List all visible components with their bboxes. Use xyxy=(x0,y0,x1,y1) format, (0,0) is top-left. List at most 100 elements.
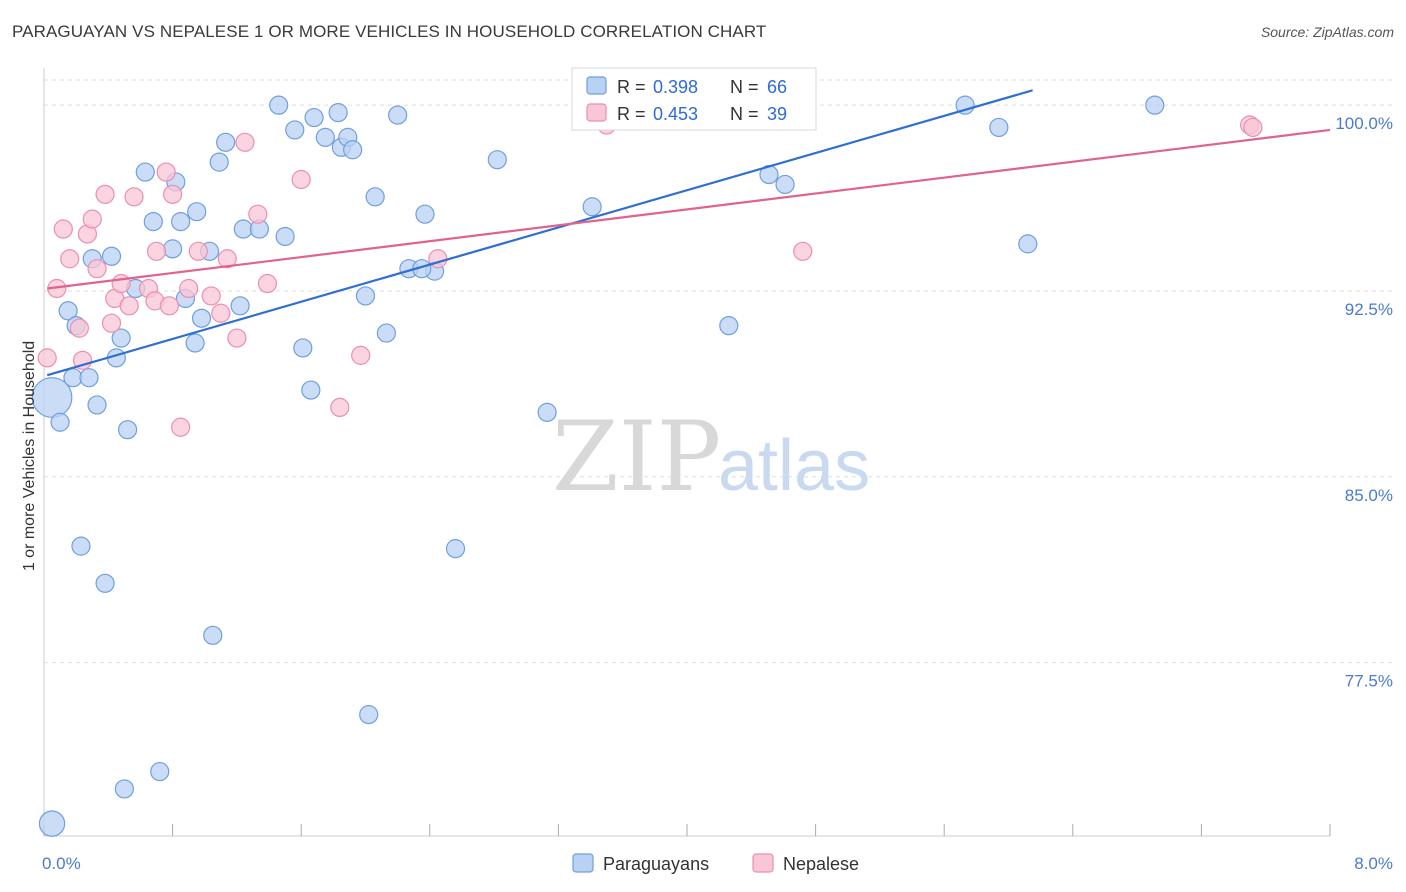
point-paraguayans-49 xyxy=(415,204,435,224)
legend-r-label-nepalese: R = xyxy=(617,104,646,124)
point-paraguayans-30 xyxy=(233,219,253,239)
point-paraguayans-32 xyxy=(269,95,289,115)
point-paraguayans-26 xyxy=(203,625,223,645)
point-paraguayans-10 xyxy=(95,573,115,593)
gridlines xyxy=(44,79,1392,664)
bottom-legend-swatch-paraguayans xyxy=(572,853,594,873)
point-paraguayans-54 xyxy=(582,197,602,217)
point-nepalese-30 xyxy=(257,273,278,294)
point-nepalese-24 xyxy=(201,286,221,306)
point-nepalese-21 xyxy=(171,417,191,437)
point-paraguayans-42 xyxy=(343,140,363,160)
legend-n-value-nepalese: 39 xyxy=(767,104,787,124)
point-nepalese-0 xyxy=(37,348,57,368)
point-paraguayans-14 xyxy=(117,420,138,440)
point-paraguayans-47 xyxy=(388,105,408,125)
point-paraguayans-1 xyxy=(38,810,66,837)
point-paraguayans-27 xyxy=(209,152,229,172)
point-paraguayans-53 xyxy=(537,402,557,422)
point-paraguayans-59 xyxy=(955,95,975,115)
point-nepalese-18 xyxy=(156,162,176,182)
point-nepalese-32 xyxy=(330,397,350,418)
point-paraguayans-6 xyxy=(71,536,91,556)
legend-r-label-paraguayans: R = xyxy=(617,77,646,97)
point-paraguayans-56 xyxy=(719,316,739,336)
point-paraguayans-37 xyxy=(304,107,324,128)
point-nepalese-36 xyxy=(793,241,813,261)
point-paraguayans-8 xyxy=(79,368,99,388)
point-paraguayans-62 xyxy=(1145,95,1165,115)
legend-r-value-nepalese: 0.453 xyxy=(653,104,698,124)
legend-box xyxy=(571,67,817,131)
bottom-legend: Paraguayans Nepalese xyxy=(572,853,859,874)
point-paraguayans-40 xyxy=(328,102,348,123)
point-paraguayans-61 xyxy=(1018,234,1038,254)
point-paraguayans-36 xyxy=(301,380,321,400)
point-paraguayans-13 xyxy=(111,328,131,348)
point-nepalese-9 xyxy=(95,184,115,204)
point-nepalese-26 xyxy=(217,249,237,269)
y-tick-label-0: 100.0% xyxy=(1335,114,1393,133)
point-nepalese-10 xyxy=(101,313,122,333)
point-paraguayans-18 xyxy=(163,239,183,259)
point-nepalese-20 xyxy=(163,184,183,204)
point-nepalese-33 xyxy=(351,345,371,365)
bottom-legend-label-paraguayans: Paraguayans xyxy=(603,854,709,874)
point-nepalese-28 xyxy=(235,132,255,152)
point-nepalese-7 xyxy=(82,209,102,229)
point-nepalese-13 xyxy=(119,296,139,316)
point-paraguayans-35 xyxy=(293,338,313,358)
legend-swatch-paraguayans xyxy=(586,76,607,95)
point-paraguayans-24 xyxy=(191,308,212,328)
point-paraguayans-38 xyxy=(315,127,335,147)
point-paraguayans-23 xyxy=(187,202,207,222)
legend-r-value-paraguayans: 0.398 xyxy=(653,77,698,97)
point-paraguayans-52 xyxy=(487,150,507,170)
point-paraguayans-45 xyxy=(365,187,385,207)
y-tick-label-2: 85.0% xyxy=(1345,486,1393,505)
legend-n-label-nepalese: N = xyxy=(730,104,759,124)
point-paraguayans-28 xyxy=(216,132,236,152)
y-tick-label-1: 92.5% xyxy=(1345,300,1393,319)
point-paraguayans-43 xyxy=(355,286,376,306)
point-paraguayans-58 xyxy=(775,174,795,195)
point-paraguayans-46 xyxy=(376,323,396,343)
chart-title: PARAGUAYAN VS NEPALESE 1 OR MORE VEHICLE… xyxy=(12,22,767,41)
point-nepalese-31 xyxy=(291,169,311,190)
point-nepalese-5 xyxy=(72,350,93,370)
point-nepalese-27 xyxy=(227,328,247,348)
point-paraguayans-4 xyxy=(63,368,83,388)
y-axis-label: 1 or more Vehicles in Household xyxy=(21,341,38,571)
legend: R = 0.398 N = 66 R = 0.453 N = 39 xyxy=(571,67,817,131)
watermark-atlas: atlas xyxy=(718,426,870,506)
legend-n-value-paraguayans: 66 xyxy=(767,77,787,97)
point-nepalese-22 xyxy=(179,278,199,299)
point-paraguayans-11 xyxy=(101,246,122,266)
legend-n-label-paraguayans: N = xyxy=(730,77,759,97)
point-nepalese-4 xyxy=(69,318,89,338)
watermark-zip: ZIP xyxy=(552,401,721,513)
point-nepalese-29 xyxy=(248,204,268,224)
point-paraguayans-9 xyxy=(87,395,107,415)
data-points xyxy=(31,95,1263,837)
point-paraguayans-64 xyxy=(114,779,134,799)
y-tick-label-3: 77.5% xyxy=(1345,672,1393,691)
source-note: Source: ZipAtlas.com xyxy=(1260,24,1394,40)
point-nepalese-17 xyxy=(146,241,167,261)
trend-line-nepalese xyxy=(47,128,1331,290)
point-paraguayans-20 xyxy=(171,212,191,232)
point-paraguayans-22 xyxy=(185,333,205,353)
point-paraguayans-60 xyxy=(989,117,1009,138)
point-nepalese-25 xyxy=(211,303,231,323)
point-paraguayans-51 xyxy=(445,539,466,559)
point-paraguayans-2 xyxy=(50,412,70,432)
point-nepalese-38 xyxy=(1243,117,1263,138)
point-nepalese-14 xyxy=(124,187,144,207)
point-paraguayans-44 xyxy=(359,705,379,725)
point-nepalese-23 xyxy=(188,241,208,261)
point-paraguayans-3 xyxy=(58,301,78,321)
point-paraguayans-34 xyxy=(285,120,305,140)
point-nepalese-2 xyxy=(53,219,73,239)
legend-swatch-nepalese xyxy=(586,103,607,122)
